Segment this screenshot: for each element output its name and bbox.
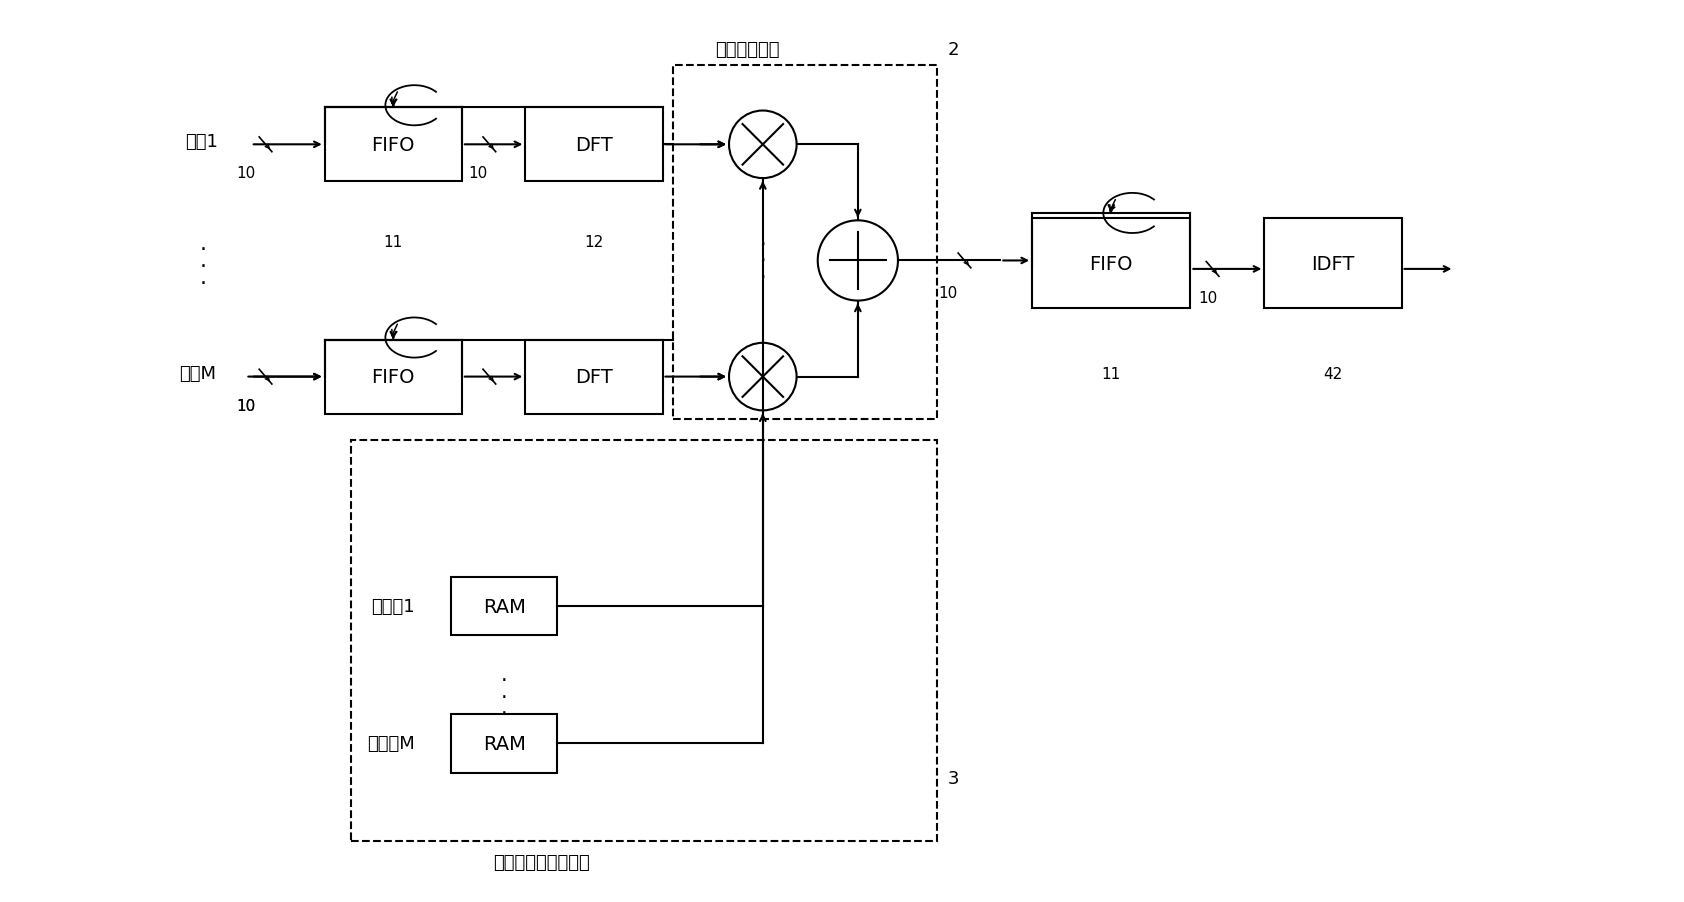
Text: FIFO: FIFO (1090, 254, 1133, 273)
Text: RAM: RAM (483, 734, 525, 753)
Text: 3: 3 (948, 769, 960, 787)
Text: 权系数1: 权系数1 (370, 597, 414, 615)
Text: 10: 10 (236, 399, 254, 413)
Text: 通道M: 通道M (179, 365, 216, 383)
Text: 12: 12 (584, 235, 603, 250)
FancyBboxPatch shape (325, 108, 461, 182)
Text: IDFT: IDFT (1312, 254, 1354, 273)
FancyBboxPatch shape (1265, 219, 1401, 308)
Text: DFT: DFT (574, 135, 613, 154)
Text: 11: 11 (384, 235, 402, 250)
Text: 加权求和单元: 加权求和单元 (716, 41, 780, 60)
Text: 10: 10 (236, 399, 254, 413)
Text: 10: 10 (468, 166, 487, 181)
Text: 通道1: 通道1 (185, 133, 219, 151)
Text: 10: 10 (1199, 290, 1218, 306)
Text: ·
·
·: · · · (200, 240, 207, 293)
Text: 10: 10 (236, 166, 254, 181)
Text: RAM: RAM (483, 597, 525, 616)
Text: ·
·
·: · · · (759, 235, 766, 288)
Text: 11: 11 (1101, 366, 1122, 382)
Text: 权系数M: 权系数M (367, 734, 414, 752)
Text: 权系数向量生成单元: 权系数向量生成单元 (493, 853, 589, 871)
FancyBboxPatch shape (525, 340, 662, 414)
FancyBboxPatch shape (451, 577, 557, 636)
Text: DFT: DFT (574, 368, 613, 387)
FancyBboxPatch shape (325, 340, 461, 414)
FancyBboxPatch shape (1032, 219, 1191, 308)
Text: FIFO: FIFO (372, 135, 414, 154)
Text: 42: 42 (1324, 366, 1342, 382)
Text: FIFO: FIFO (372, 368, 414, 387)
FancyBboxPatch shape (451, 714, 557, 773)
Text: 10: 10 (938, 285, 957, 300)
Text: ·
·
·: · · · (500, 670, 507, 723)
Text: 2: 2 (948, 41, 960, 60)
FancyBboxPatch shape (525, 108, 662, 182)
